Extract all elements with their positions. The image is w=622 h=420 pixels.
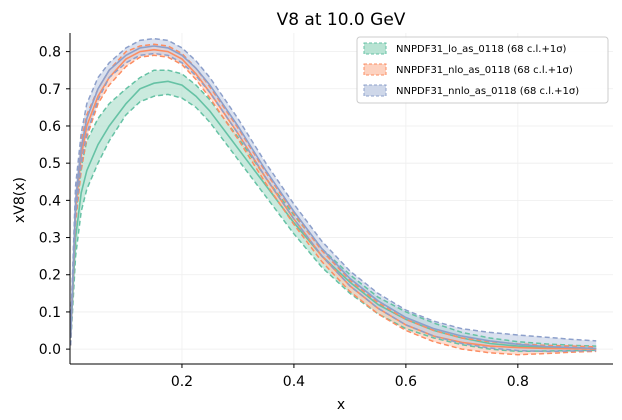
legend-swatch-2 — [363, 84, 387, 97]
y-tick-label: 0.7 — [39, 82, 61, 98]
error-bands — [70, 38, 597, 355]
y-tick-label: 0.4 — [39, 193, 61, 209]
band-series-0 — [70, 70, 597, 352]
x-ticks: 0.2 0.4 0.6 0.8 — [171, 364, 529, 390]
central-line-series-0 — [69, 80, 597, 350]
x-tick-label: 0.4 — [283, 374, 305, 390]
y-tick-label: 0.6 — [39, 119, 61, 135]
chart-title: V8 at 10.0 GeV — [277, 10, 406, 30]
x-tick-label: 0.8 — [507, 374, 529, 390]
central-line-series-2 — [69, 45, 597, 350]
x-tick-label: 0.6 — [395, 374, 417, 390]
legend-label: NNPDF31_lo_as_0118 (68 c.l.+1σ) — [396, 44, 567, 55]
x-tick-label: 0.2 — [171, 374, 193, 390]
legend-label: NNPDF31_nnlo_as_0118 (68 c.l.+1σ) — [396, 86, 579, 97]
legend-swatch-1 — [363, 63, 387, 76]
lower-line-series-1 — [69, 54, 597, 356]
x-axis-label: x — [337, 397, 345, 413]
y-tick-label: 0.5 — [39, 156, 61, 172]
legend: NNPDF31_lo_as_0118 (68 c.l.+1σ) NNPDF31_n… — [356, 36, 609, 104]
y-tick-label: 0.8 — [39, 45, 61, 61]
y-tick-label: 0.0 — [39, 342, 61, 358]
y-tick-label: 0.3 — [39, 231, 61, 247]
legend-label: NNPDF31_nlo_as_0118 (68 c.l.+1σ) — [396, 65, 573, 76]
legend-box — [356, 36, 609, 104]
y-tick-label: 0.2 — [39, 268, 61, 284]
y-tick-label: 0.1 — [39, 305, 61, 321]
central-line-series-1 — [69, 48, 597, 350]
y-ticks: 0.0 0.1 0.2 0.3 0.4 0.5 0.6 0.7 0.8 — [39, 45, 70, 358]
lower-line-series-2 — [69, 52, 597, 353]
upper-line-series-0 — [69, 69, 597, 347]
axes — [69, 33, 613, 365]
lower-line-series-0 — [69, 93, 597, 353]
series-lines — [69, 37, 597, 356]
legend-swatch-0 — [363, 42, 387, 55]
y-axis-label: xV8(x) — [12, 177, 28, 223]
